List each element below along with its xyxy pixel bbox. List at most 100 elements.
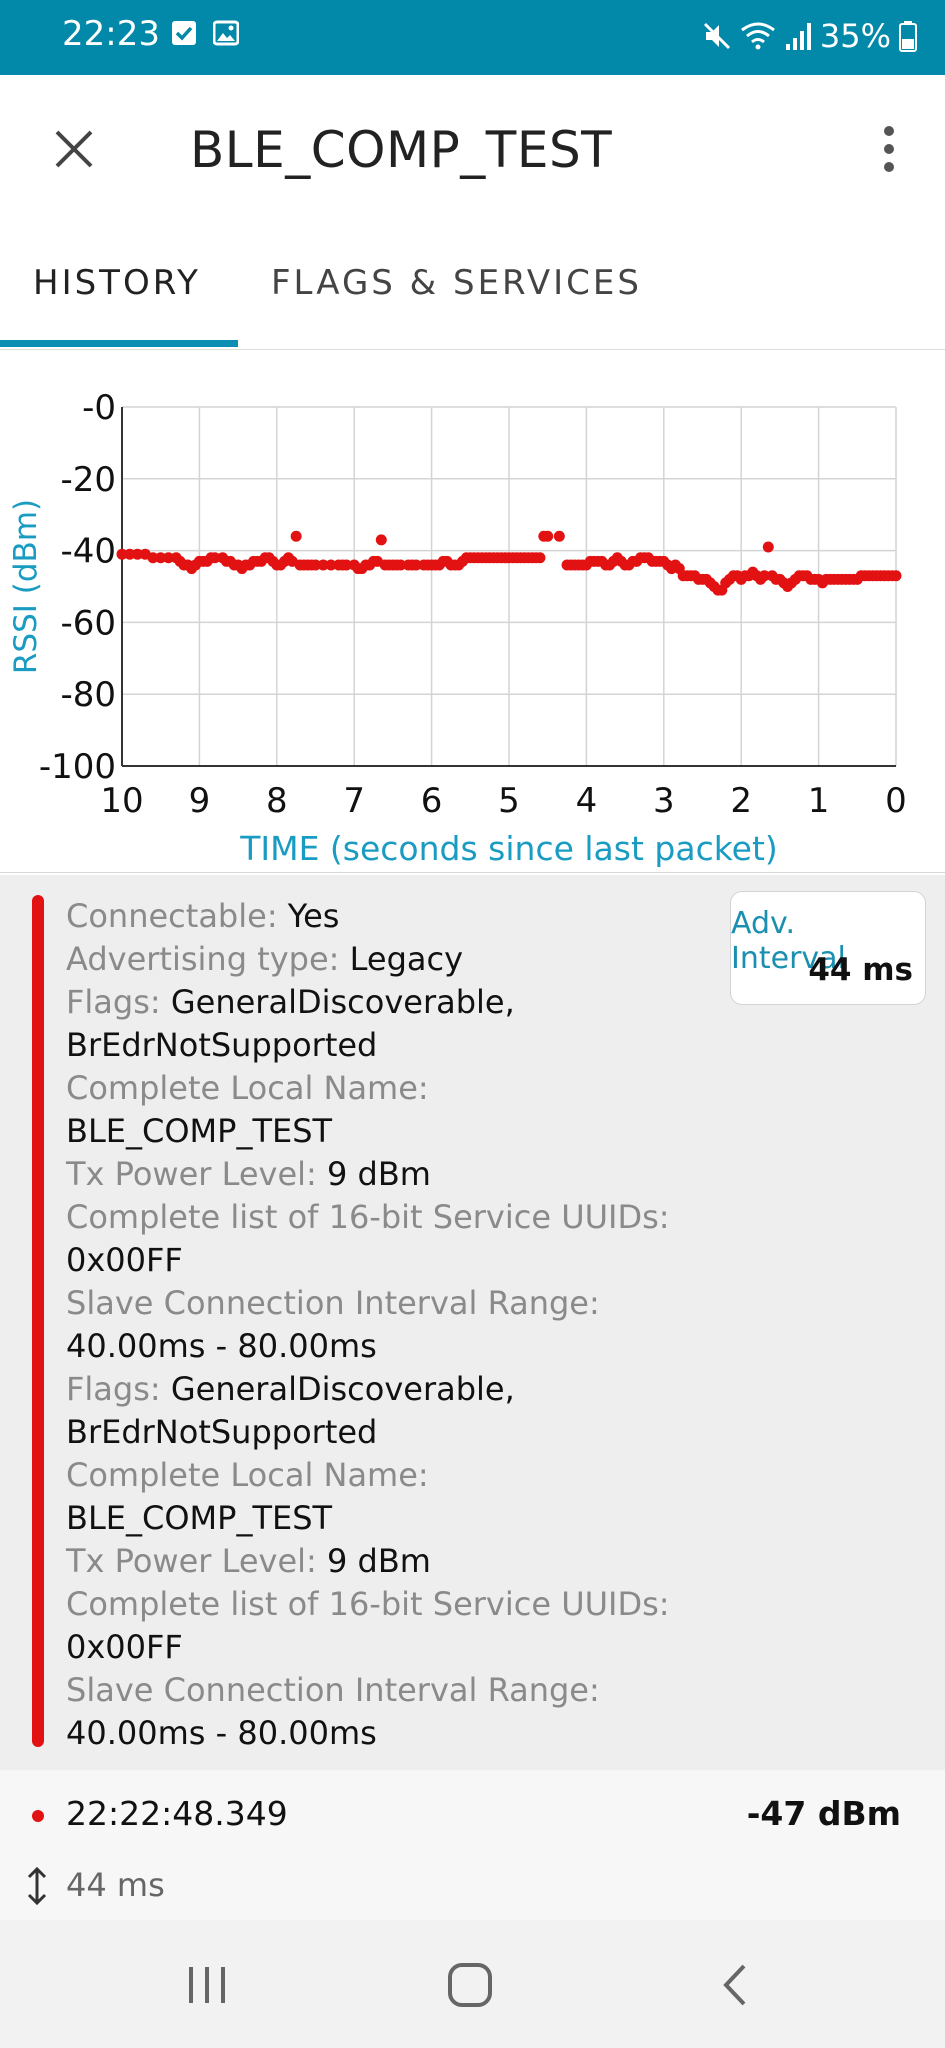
detail-line: Complete list of 16-bit Service UUIDs: — [66, 1583, 726, 1626]
x-tick-label: 6 — [421, 781, 443, 821]
data-point — [410, 559, 422, 571]
detail-line: Advertising type: Legacy — [66, 938, 726, 981]
detail-line: Tx Power Level: 9 dBm — [66, 1153, 726, 1196]
field-key: Flags: — [66, 983, 171, 1021]
data-point — [375, 534, 387, 546]
x-tick-label: 5 — [498, 781, 520, 821]
detail-line: BrEdrNotSupported — [66, 1024, 726, 1067]
packet-interval: 44 ms — [66, 1866, 165, 1904]
field-value: GeneralDiscoverable, — [170, 983, 515, 1021]
y-tick-label: -20 — [60, 460, 116, 500]
back-icon — [723, 1964, 746, 2006]
signal-color-bar — [32, 895, 44, 1747]
data-point — [762, 541, 774, 553]
detail-line: BLE_COMP_TEST — [66, 1497, 726, 1540]
more-vert-icon — [884, 126, 894, 172]
packet-rssi: -47 dBm — [746, 1794, 901, 1833]
field-value: GeneralDiscoverable, — [170, 1370, 515, 1408]
x-tick-label: 4 — [576, 781, 598, 821]
detail-line: BLE_COMP_TEST — [66, 1110, 726, 1153]
data-point — [553, 530, 565, 542]
field-key: Tx Power Level: — [66, 1155, 327, 1193]
y-tick-label: -80 — [60, 675, 116, 715]
field-key: Complete Local Name: — [66, 1456, 429, 1494]
detail-line: Flags: GeneralDiscoverable, — [66, 981, 726, 1024]
data-point — [325, 559, 337, 571]
status-bar: 22:23 35% — [0, 0, 945, 75]
x-tick-label: 8 — [266, 781, 288, 821]
field-key: Tx Power Level: — [66, 1542, 327, 1580]
home-button[interactable] — [430, 1950, 510, 2020]
detail-line: 0x00FF — [66, 1239, 726, 1282]
data-point — [340, 559, 352, 571]
field-key: Flags: — [66, 1370, 171, 1408]
data-point — [116, 548, 128, 560]
app-bar: BLE_COMP_TEST — [0, 75, 945, 225]
detail-line: Flags: GeneralDiscoverable, — [66, 1368, 726, 1411]
detail-line: BrEdrNotSupported — [66, 1411, 726, 1454]
data-point — [542, 530, 554, 542]
field-value: BLE_COMP_TEST — [66, 1499, 333, 1537]
checkbox-icon — [172, 21, 196, 45]
back-button[interactable] — [695, 1950, 775, 2020]
field-value: 0x00FF — [66, 1628, 183, 1666]
image-icon — [213, 20, 239, 46]
vertical-arrows-icon — [27, 1866, 47, 1906]
home-icon — [448, 1963, 492, 2007]
close-icon — [55, 130, 93, 168]
field-key: Connectable: — [66, 897, 288, 935]
more-options-button[interactable] — [869, 119, 909, 179]
tab-flags-services[interactable]: FLAGS & SERVICES — [271, 263, 642, 303]
field-value: Yes — [287, 897, 340, 935]
x-tick-label: 7 — [343, 781, 365, 821]
tab-history[interactable]: HISTORY — [33, 263, 201, 303]
page-title: BLE_COMP_TEST — [190, 121, 613, 179]
field-key: Complete list of 16-bit Service UUIDs: — [66, 1198, 670, 1236]
field-value: BrEdrNotSupported — [66, 1026, 378, 1064]
field-value: 40.00ms - 80.00ms — [66, 1327, 377, 1365]
wifi-icon — [740, 22, 775, 50]
close-button[interactable] — [40, 115, 108, 183]
field-value: 9 dBm — [327, 1155, 431, 1193]
packet-timestamp: 22:22:48.349 — [66, 1794, 288, 1833]
x-tick-label: 3 — [653, 781, 675, 821]
detail-line: Connectable: Yes — [66, 895, 726, 938]
adv-interval-label: Adv. Interval — [731, 906, 846, 976]
data-point — [310, 559, 321, 571]
tab-indicator — [0, 340, 238, 347]
data-point — [290, 530, 302, 542]
field-value: BrEdrNotSupported — [66, 1413, 378, 1451]
field-key: Complete list of 16-bit Service UUIDs: — [66, 1585, 670, 1623]
tab-bar: HISTORY FLAGS & SERVICES — [0, 225, 945, 350]
field-value: 9 dBm — [327, 1542, 431, 1580]
data-point — [131, 548, 143, 560]
detail-line: Slave Connection Interval Range: — [66, 1282, 726, 1325]
y-axis-label: RSSI (dBm) — [8, 499, 44, 674]
rssi-history-chart: 10 9 8 7 6 5 4 3 2 1 0 -0 -20 -40 -60 -80 -100 TIME (seco… — [0, 350, 945, 873]
status-time: 22:23 — [62, 14, 160, 54]
recent-apps-icon — [189, 1967, 225, 2003]
detail-line: Complete Local Name: — [66, 1454, 726, 1497]
x-axis-label: TIME (seconds since last packet) — [239, 829, 778, 868]
data-point — [534, 552, 546, 564]
x-tick-label: 1 — [808, 781, 830, 821]
field-key: Slave Connection Interval Range: — [66, 1284, 600, 1322]
signal-icon — [785, 23, 811, 50]
y-tick-label: -60 — [60, 603, 116, 643]
packet-summary: 22:22:48.349 -47 dBm 44 ms — [0, 1770, 945, 1920]
data-point — [758, 570, 770, 582]
field-key: Slave Connection Interval Range: — [66, 1671, 600, 1709]
data-point — [147, 552, 159, 564]
field-key: Advertising type: — [66, 940, 350, 978]
packet-dot — [32, 1810, 44, 1822]
x-tick-label: 10 — [100, 781, 143, 821]
detail-line: Slave Connection Interval Range: — [66, 1669, 726, 1712]
recent-apps-button[interactable] — [167, 1950, 247, 2020]
adv-interval-card: Adv. Interval 44 ms — [730, 891, 926, 1005]
navigation-bar — [0, 1920, 945, 2048]
field-key: Complete Local Name: — [66, 1069, 429, 1107]
data-point — [124, 548, 136, 560]
y-tick-label: -0 — [82, 388, 116, 428]
x-tick-label: 2 — [730, 781, 752, 821]
